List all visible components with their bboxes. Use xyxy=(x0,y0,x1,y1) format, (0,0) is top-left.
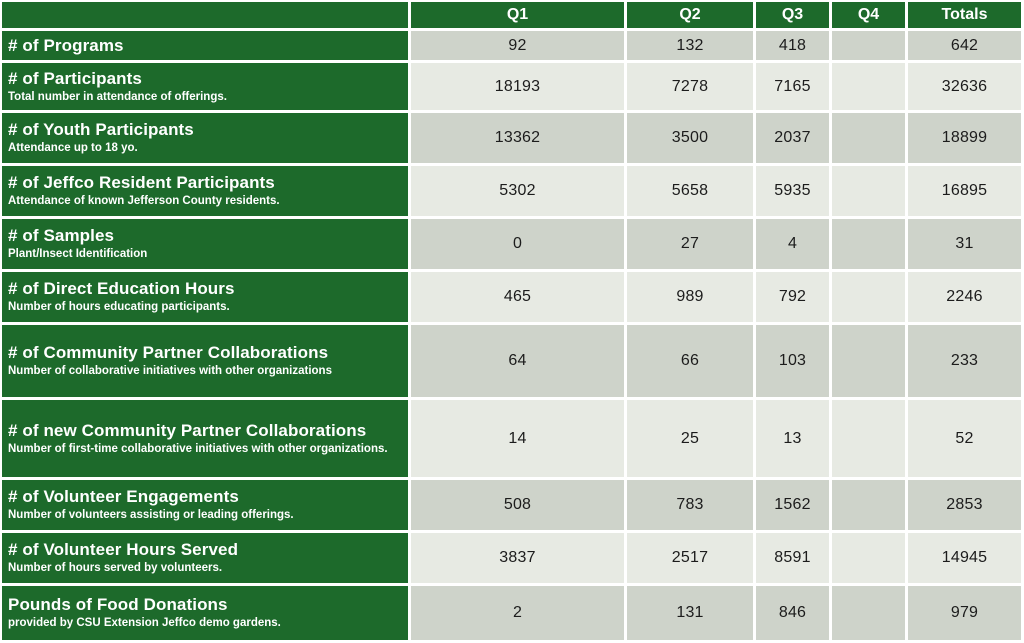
row-label-volunteer-hours-served: # of Volunteer Hours Served Number of ho… xyxy=(2,533,408,583)
value-cell: 92 xyxy=(411,31,624,60)
value-cell xyxy=(832,533,905,583)
value-cell: 3837 xyxy=(411,533,624,583)
value-cell xyxy=(832,63,905,110)
row-label-youth-participants: # of Youth Participants Attendance up to… xyxy=(2,113,408,163)
value-cell: 792 xyxy=(756,272,829,322)
value-cell: 783 xyxy=(627,480,753,530)
row-label-participants: # of Participants Total number in attend… xyxy=(2,63,408,110)
value-cell xyxy=(832,166,905,216)
column-header-q4: Q4 xyxy=(832,2,905,28)
column-header-q1: Q1 xyxy=(411,2,624,28)
value-cell: 233 xyxy=(908,325,1021,397)
row-title: # of Programs xyxy=(8,35,124,55)
value-cell: 989 xyxy=(627,272,753,322)
value-cell xyxy=(832,586,905,640)
row-title: # of new Community Partner Collaboration… xyxy=(8,420,367,440)
value-cell: 418 xyxy=(756,31,829,60)
value-cell: 2517 xyxy=(627,533,753,583)
row-label-programs: # of Programs xyxy=(2,31,408,60)
row-title: Pounds of Food Donations xyxy=(8,595,228,615)
value-cell: 64 xyxy=(411,325,624,397)
value-cell: 465 xyxy=(411,272,624,322)
row-subtitle: Plant/Insect Identification xyxy=(8,248,148,261)
row-subtitle: Total number in attendance of offerings. xyxy=(8,90,227,103)
row-title: # of Participants xyxy=(8,68,142,88)
value-cell: 2 xyxy=(411,586,624,640)
row-label-jeffco-resident-participants: # of Jeffco Resident Participants Attend… xyxy=(2,166,408,216)
row-subtitle: Number of hours educating participants. xyxy=(8,301,230,314)
value-cell: 0 xyxy=(411,219,624,269)
value-cell: 18193 xyxy=(411,63,624,110)
row-title: # of Jeffco Resident Participants xyxy=(8,173,275,193)
row-label-samples: # of Samples Plant/Insect Identification xyxy=(2,219,408,269)
value-cell: 18899 xyxy=(908,113,1021,163)
row-label-direct-education-hours: # of Direct Education Hours Number of ho… xyxy=(2,272,408,322)
value-cell: 508 xyxy=(411,480,624,530)
row-title: # of Direct Education Hours xyxy=(8,279,235,299)
row-title: # of Youth Participants xyxy=(8,120,194,140)
value-cell: 4 xyxy=(756,219,829,269)
row-title: # of Volunteer Engagements xyxy=(8,487,239,507)
value-cell: 132 xyxy=(627,31,753,60)
value-cell: 979 xyxy=(908,586,1021,640)
value-cell: 14 xyxy=(411,400,624,477)
value-cell: 103 xyxy=(756,325,829,397)
row-subtitle: Number of hours served by volunteers. xyxy=(8,562,223,575)
value-cell: 14945 xyxy=(908,533,1021,583)
row-subtitle: provided by CSU Extension Jeffco demo ga… xyxy=(8,617,281,630)
value-cell xyxy=(832,325,905,397)
value-cell: 8591 xyxy=(756,533,829,583)
row-subtitle: Attendance of known Jefferson County res… xyxy=(8,195,280,208)
value-cell: 31 xyxy=(908,219,1021,269)
value-cell: 7165 xyxy=(756,63,829,110)
value-cell: 846 xyxy=(756,586,829,640)
value-cell: 642 xyxy=(908,31,1021,60)
value-cell: 5302 xyxy=(411,166,624,216)
row-label-volunteer-engagements: # of Volunteer Engagements Number of vol… xyxy=(2,480,408,530)
value-cell: 32636 xyxy=(908,63,1021,110)
value-cell xyxy=(832,400,905,477)
row-label-pounds-of-food-donations: Pounds of Food Donations provided by CSU… xyxy=(2,586,408,640)
value-cell: 13 xyxy=(756,400,829,477)
value-cell: 13362 xyxy=(411,113,624,163)
value-cell: 2037 xyxy=(756,113,829,163)
value-cell: 2246 xyxy=(908,272,1021,322)
value-cell xyxy=(832,113,905,163)
value-cell xyxy=(832,31,905,60)
row-title: # of Community Partner Collaborations xyxy=(8,343,329,363)
column-header-q2: Q2 xyxy=(627,2,753,28)
value-cell: 5935 xyxy=(756,166,829,216)
value-cell xyxy=(832,272,905,322)
value-cell: 25 xyxy=(627,400,753,477)
row-title: # of Volunteer Hours Served xyxy=(8,540,239,560)
value-cell xyxy=(832,219,905,269)
column-header-q3: Q3 xyxy=(756,2,829,28)
row-subtitle: Number of first-time collaborative initi… xyxy=(8,442,388,455)
value-cell xyxy=(832,480,905,530)
row-subtitle: Number of collaborative initiatives with… xyxy=(8,365,332,378)
row-subtitle: Attendance up to 18 yo. xyxy=(8,142,138,155)
value-cell: 66 xyxy=(627,325,753,397)
value-cell: 16895 xyxy=(908,166,1021,216)
row-subtitle: Number of volunteers assisting or leadin… xyxy=(8,509,294,522)
value-cell: 52 xyxy=(908,400,1021,477)
value-cell: 7278 xyxy=(627,63,753,110)
row-title: # of Samples xyxy=(8,226,115,246)
value-cell: 5658 xyxy=(627,166,753,216)
column-header-totals: Totals xyxy=(908,2,1021,28)
value-cell: 1562 xyxy=(756,480,829,530)
value-cell: 3500 xyxy=(627,113,753,163)
value-cell: 2853 xyxy=(908,480,1021,530)
value-cell: 131 xyxy=(627,586,753,640)
row-label-new-community-partner-collaborations: # of new Community Partner Collaboration… xyxy=(2,400,408,477)
value-cell: 27 xyxy=(627,219,753,269)
row-label-community-partner-collaborations: # of Community Partner Collaborations Nu… xyxy=(2,325,408,397)
header-blank-cell xyxy=(2,2,408,28)
